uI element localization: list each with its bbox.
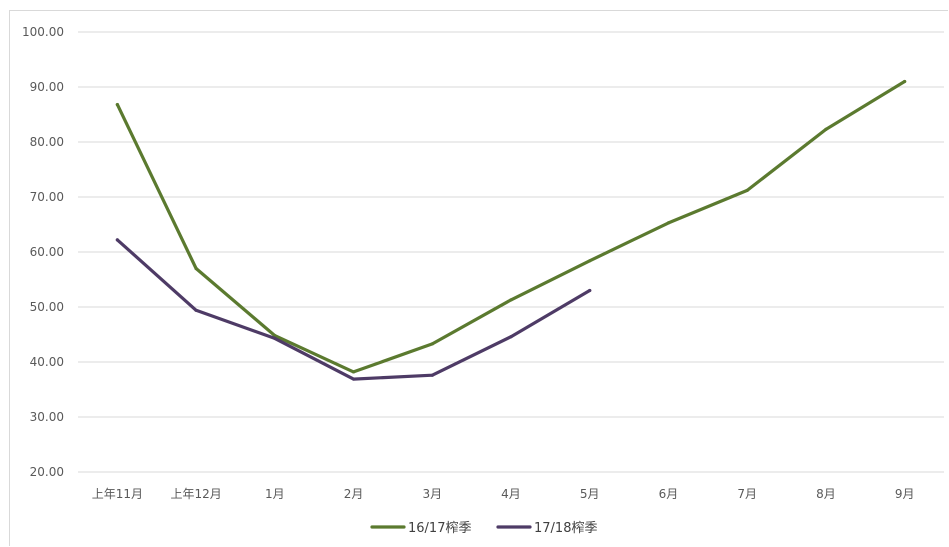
y-tick-label: 80.00 [30,135,64,149]
x-tick-label: 上年12月 [170,487,221,501]
y-tick-label: 30.00 [30,410,64,424]
x-tick-label: 3月 [422,487,442,501]
y-tick-label: 90.00 [30,80,64,94]
y-tick-label: 20.00 [30,465,64,479]
data-point [115,238,119,242]
y-tick-label: 70.00 [30,190,64,204]
x-tick-label: 9月 [895,487,915,501]
x-tick-label: 上年11月 [92,487,143,501]
data-point [194,308,198,312]
data-point [824,127,828,131]
data-point [351,370,356,374]
legend: 16/17榨季 17/18榨季 [370,520,597,536]
x-tick-label: 5月 [580,487,600,501]
data-point [351,377,356,381]
y-axis-tick-labels: 20.00 30.00 40.00 50.00 60.00 70.00 80.00 90.00… [22,25,64,479]
data-point [666,221,671,225]
x-tick-label: 1月 [265,487,285,501]
x-tick-label: 8月 [816,487,836,501]
series-line-2 [115,238,592,381]
y-tick-label: 50.00 [30,300,64,314]
y-tick-label: 40.00 [30,355,64,369]
legend-label-1: 16/17榨季 [408,520,471,536]
x-tick-label: 2月 [344,487,364,501]
x-axis-tick-labels: 上年11月 上年12月 1月 2月 3月 4月 5月 6月 7月 8月 9月 [92,487,915,501]
data-point [509,335,513,339]
data-point [273,334,277,338]
legend-label-2: 17/18榨季 [534,520,597,536]
data-point [588,259,592,263]
data-point [430,342,434,346]
data-point [430,373,434,377]
y-tick-label: 60.00 [30,245,64,259]
data-point [194,266,198,271]
series-lines [115,79,907,381]
data-point [273,336,277,340]
x-tick-label: 4月 [501,487,521,501]
x-tick-label: 7月 [737,487,757,501]
data-point [509,298,513,302]
data-point [115,103,119,107]
y-tick-label: 100.00 [22,25,64,39]
data-point [588,288,592,293]
series-line-1 [115,79,907,374]
x-tick-label: 6月 [659,487,679,501]
chart-frame [9,10,948,546]
data-point [745,188,749,192]
data-point [903,79,907,84]
gridlines [78,31,944,473]
